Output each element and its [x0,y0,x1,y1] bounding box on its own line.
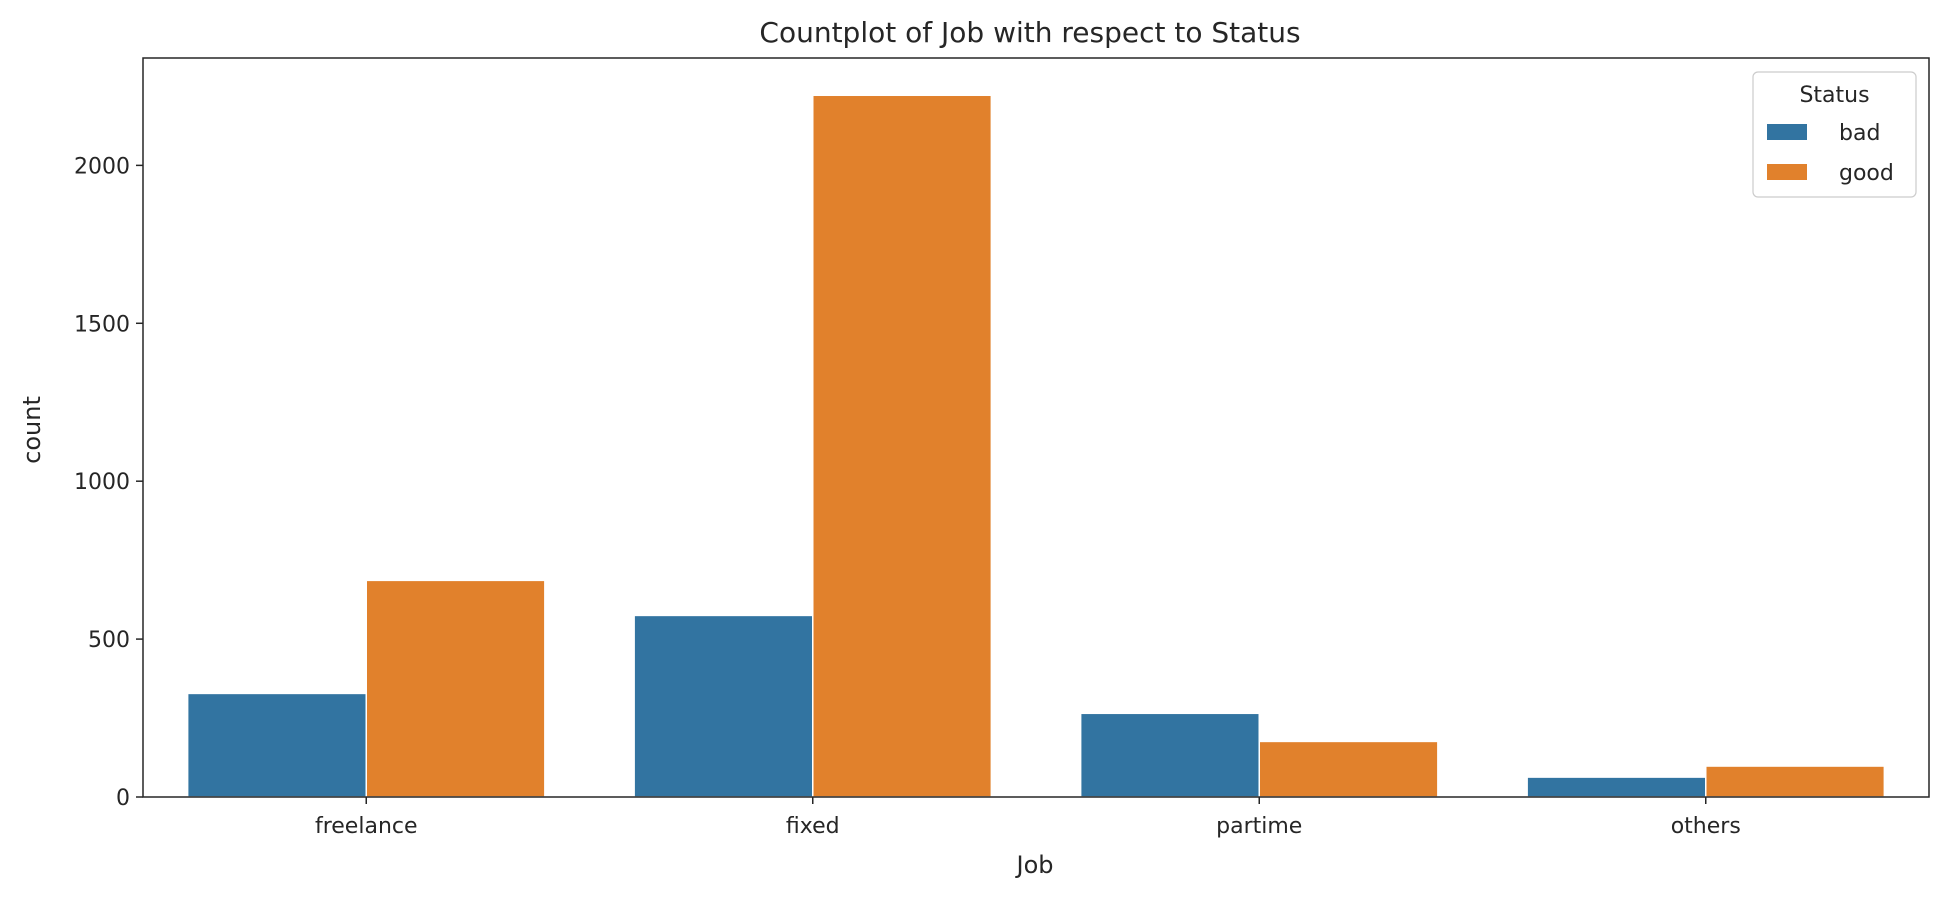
x-tick-label-partime: partime [1216,814,1302,839]
y-tick-label: 2000 [74,154,130,179]
y-tick-label: 500 [88,628,130,653]
bar-good-partime [1258,740,1439,798]
legend-swatch-good [1767,164,1807,180]
y-axis-label: count [18,396,46,464]
legend-label-bad: bad [1839,121,1880,146]
legend-title: Status [1799,83,1869,108]
bar-bad-freelance [186,692,367,798]
chart-title: Countplot of Job with respect to Status [759,16,1300,49]
x-axis-label: Job [1015,851,1054,879]
legend-swatch-bad [1767,124,1807,140]
axes-group: 0 500 1000 1500 2000 freelance fixed partime oth… [74,57,1930,839]
bar-bad-others [1526,776,1707,798]
y-tick-label: 1500 [74,312,130,337]
y-tick-label: 0 [116,786,130,811]
bars-group [186,94,1886,798]
x-tick-label-freelance: freelance [315,814,418,839]
legend: Status bad good [1752,71,1917,198]
bar-good-others [1705,765,1886,798]
x-tick-label-fixed: fixed [786,814,840,839]
legend-label-good: good [1839,161,1894,186]
x-tick-label-others: others [1671,814,1741,839]
bar-bad-partime [1079,712,1261,798]
plot-frame [142,57,1930,798]
bar-bad-fixed [633,614,814,798]
y-tick-label: 1000 [74,470,130,495]
bar-good-fixed [812,94,993,798]
bar-good-freelance [365,579,546,798]
